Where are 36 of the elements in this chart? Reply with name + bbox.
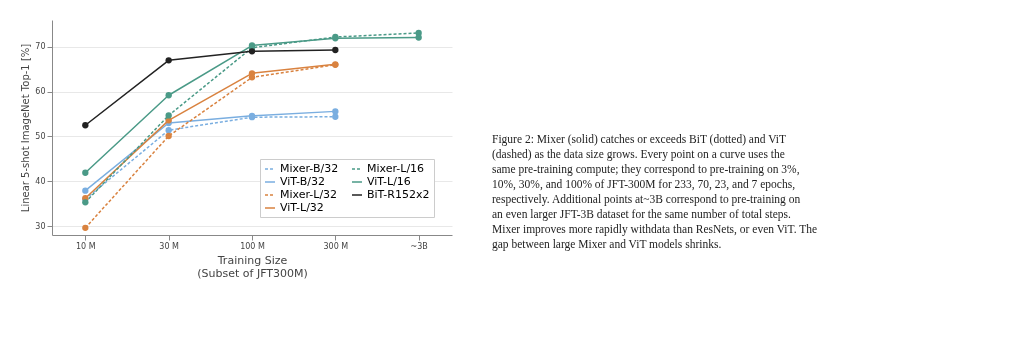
- y-axis-title: Linear 5-shot ImageNet Top-1 [%]: [20, 43, 32, 213]
- point: [248, 70, 256, 77]
- x-tick-label: 30 M: [159, 241, 180, 251]
- y-tick-label: 70: [35, 42, 46, 52]
- point: [332, 61, 339, 68]
- point: [165, 132, 172, 140]
- y-tick-label: 60: [35, 87, 46, 97]
- y-tick-label: 30: [35, 221, 46, 231]
- point: [82, 122, 89, 129]
- x-tick-label: 300 M: [323, 241, 349, 251]
- caption: Figure 2: Mixer (solid) catches or exceeds BiT (dotted) and ViT (dashed) as the data size grows. Every point on a curve uses the same pre-training compute; they correspond to pre-training on 3%, 10%, 30%, and 100% of JFT-300M for 233, 70, 23, and 7 epochs, respectively. Additional points at~3B correspond to pre-training on an even larger JFT-3B dataset for the same number of total steps. Mixer improves more rapidly withdata than ResNets, or even ViT. The gap between large Mixer and ViT models shrinks.: [492, 133, 818, 251]
- point: [332, 46, 339, 54]
- legend-label: ViT-L/16: [367, 175, 411, 188]
- point: [165, 57, 172, 64]
- legend-label: BiT-R152x2: [367, 188, 430, 201]
- y-tick-label: 40: [35, 176, 46, 186]
- point: [165, 92, 172, 99]
- point: [165, 112, 172, 119]
- point: [248, 48, 256, 55]
- legend-label: Mixer-L/16: [367, 162, 425, 175]
- legend-label: Mixer-L/32: [280, 188, 338, 201]
- x-tick-label: 10 M: [76, 241, 96, 251]
- point: [82, 224, 89, 231]
- x-tick-label: 100 M: [240, 241, 265, 251]
- point: [332, 113, 339, 120]
- point: [415, 34, 422, 41]
- legend-label: ViT-B/32: [280, 175, 325, 188]
- x-tick-label: ~3B: [410, 241, 428, 251]
- point: [165, 127, 172, 134]
- legend-label: ViT-L/32: [280, 201, 324, 214]
- point: [82, 169, 89, 176]
- y-tick-label: 50: [35, 131, 46, 141]
- point: [332, 108, 339, 115]
- x-axis-title: Training Size (Subset of JFT300M): [197, 253, 308, 280]
- point: [82, 187, 89, 194]
- legend-label: Mixer-B/32: [280, 162, 339, 175]
